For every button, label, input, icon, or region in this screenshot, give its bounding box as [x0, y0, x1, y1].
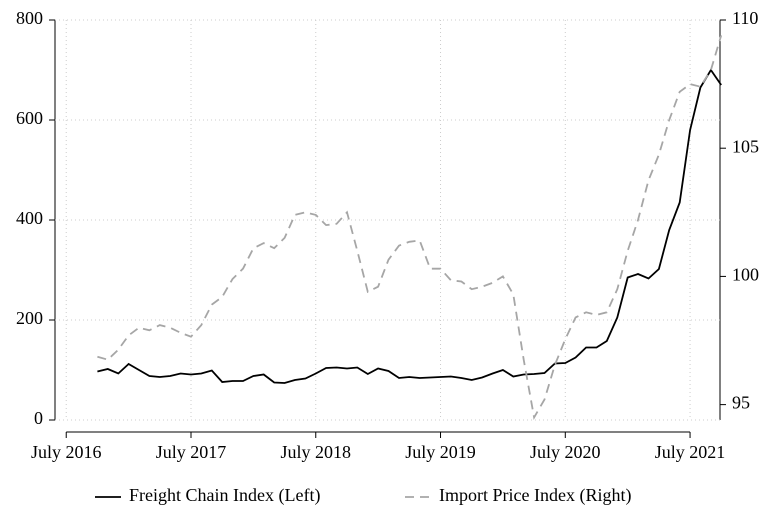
x-tick-label: July 2020	[530, 442, 601, 462]
y2-tick-label: 100	[732, 265, 759, 285]
y-tick-label: 600	[16, 108, 43, 128]
y2-tick-label: 95	[732, 393, 750, 413]
x-tick-label: July 2017	[156, 442, 227, 462]
legend-label: Import Price Index (Right)	[439, 485, 631, 506]
series-line	[97, 68, 722, 384]
y-tick-label: 800	[16, 8, 43, 28]
x-tick-label: July 2018	[281, 442, 352, 462]
y2-tick-label: 105	[732, 136, 759, 156]
x-tick-label: July 2021	[655, 442, 726, 462]
x-tick-label: July 2016	[31, 442, 102, 462]
series-line	[97, 35, 723, 420]
x-tick-label: July 2019	[405, 442, 476, 462]
y-tick-label: 400	[16, 208, 43, 228]
y-tick-label: 0	[34, 408, 43, 428]
legend-label: Freight Chain Index (Left)	[129, 485, 320, 506]
y2-tick-label: 110	[732, 8, 758, 28]
y-tick-label: 200	[16, 308, 43, 328]
